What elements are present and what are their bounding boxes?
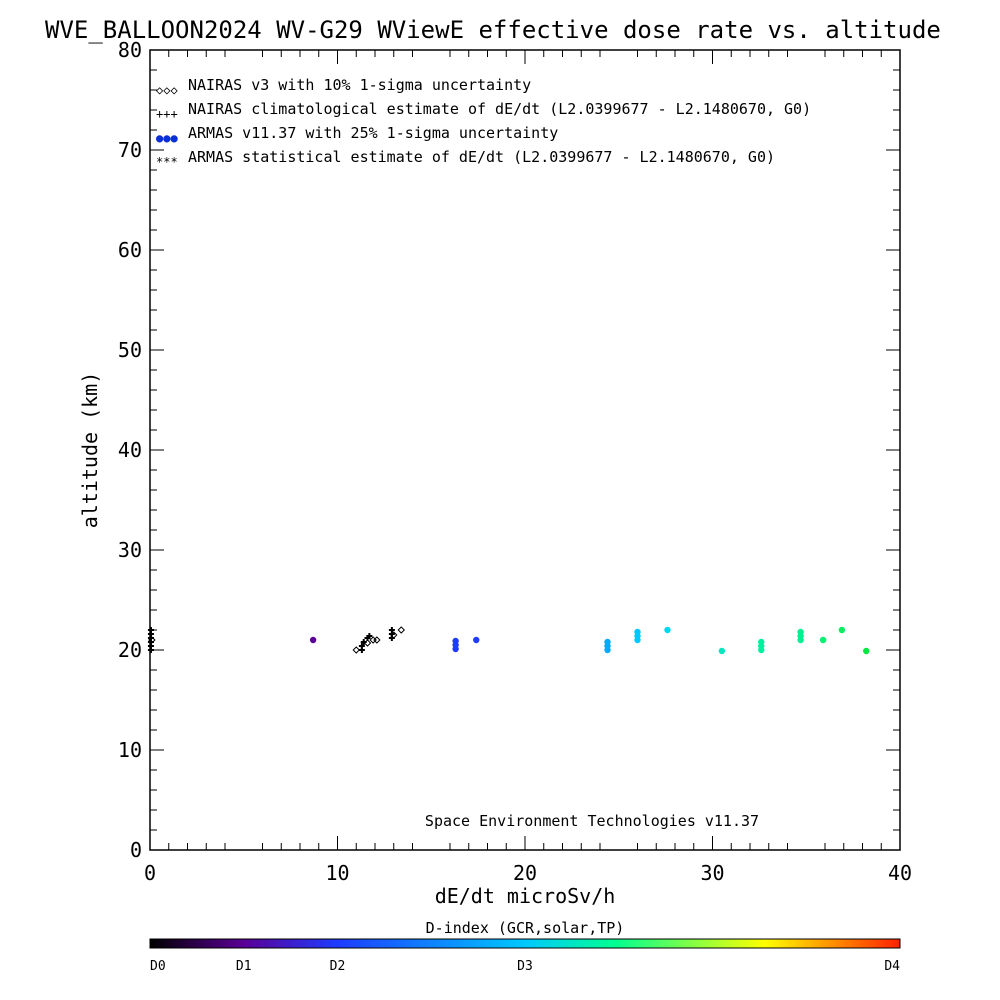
legend-label: ARMAS v11.37 with 25% 1-sigma uncertaint… <box>188 124 558 142</box>
plus-point <box>366 633 373 639</box>
legend-label: NAIRAS climatological estimate of dE/dt … <box>188 100 811 118</box>
x-axis-label: dE/dt microSv/h <box>435 884 616 908</box>
legend-item: *** ARMAS statistical estimate of dE/dt (… <box>156 148 775 169</box>
dose-point <box>452 637 459 645</box>
x-tick-label: 30 <box>700 861 724 885</box>
diamond-point <box>352 646 360 654</box>
dose-point <box>797 628 804 636</box>
axis-ticks <box>149 49 901 851</box>
y-tick-label: 80 <box>118 38 142 62</box>
plot-frame <box>149 49 901 851</box>
plus-point <box>360 639 367 645</box>
x-tick-label: 20 <box>513 861 537 885</box>
y-tick-label: 30 <box>118 538 142 562</box>
y-tick-label: 50 <box>118 338 142 362</box>
y-tick-label: 20 <box>118 638 142 662</box>
x-tick-label: 0 <box>144 861 156 885</box>
y-tick-label: 0 <box>130 838 142 862</box>
legend: ◇◇◇ NAIRAS v3 with 10% 1-sigma uncertaint… <box>156 76 811 169</box>
annotation: Space Environment Technologies v11.37 <box>425 812 759 830</box>
legend-label: ARMAS statistical estimate of dE/dt (L2.… <box>188 148 775 166</box>
dose-point <box>819 636 827 644</box>
colorbar-label: D4 <box>884 959 900 974</box>
colorbar-label: D3 <box>517 959 533 974</box>
y-tick-label: 10 <box>118 738 142 762</box>
y-tick-label: 40 <box>118 438 142 462</box>
plus-point <box>358 643 365 649</box>
plus-point <box>147 627 154 633</box>
diamond-point <box>369 636 377 644</box>
legend-marker: ◇◇◇ <box>156 83 178 97</box>
legend-marker: *** <box>156 155 178 169</box>
dose-point <box>718 647 726 655</box>
legend-label: NAIRAS v3 with 10% 1-sigma uncertainty <box>188 76 531 94</box>
x-tick-label: 10 <box>325 861 349 885</box>
legend-item: +++ NAIRAS climatological estimate of dE/… <box>156 100 811 121</box>
dose-point <box>838 626 846 634</box>
dose-point <box>758 638 765 646</box>
dose-point <box>634 628 641 636</box>
y-tick-label: 70 <box>118 138 142 162</box>
legend-item: ●●● ARMAS v11.37 with 25% 1-sigma uncerta… <box>156 124 558 145</box>
dose-point <box>604 638 611 646</box>
colorbar-labels: D0 D1 D2 D3 D4 <box>150 959 900 974</box>
colorbar-label: D0 <box>150 959 166 974</box>
dose-point <box>309 636 317 644</box>
dose-point <box>863 647 870 655</box>
data-points <box>147 626 870 655</box>
y-tick-label: 60 <box>118 238 142 262</box>
diamond-point <box>397 626 405 634</box>
legend-item: ◇◇◇ NAIRAS v3 with 10% 1-sigma uncertaint… <box>156 76 531 97</box>
legend-marker: ●●● <box>156 131 178 145</box>
axis-tick-labels: 0 10 20 30 40 0 10 20 30 40 50 60 70 80 <box>118 38 912 885</box>
legend-marker: +++ <box>156 107 178 121</box>
x-tick-label: 40 <box>888 861 912 885</box>
colorbar-label: D1 <box>236 959 252 974</box>
chart-title: WVE_BALLOON2024 WV-G29 WViewE effective … <box>45 16 941 44</box>
plus-point <box>388 627 395 633</box>
dose-point <box>664 626 671 634</box>
colorbar <box>149 938 901 949</box>
colorbar-label: D2 <box>330 959 346 974</box>
diamond-point <box>373 636 381 644</box>
colorbar-title: D-index (GCR,solar,TP) <box>426 919 625 937</box>
y-axis-label: altitude (km) <box>78 372 102 529</box>
dose-point <box>473 636 480 644</box>
